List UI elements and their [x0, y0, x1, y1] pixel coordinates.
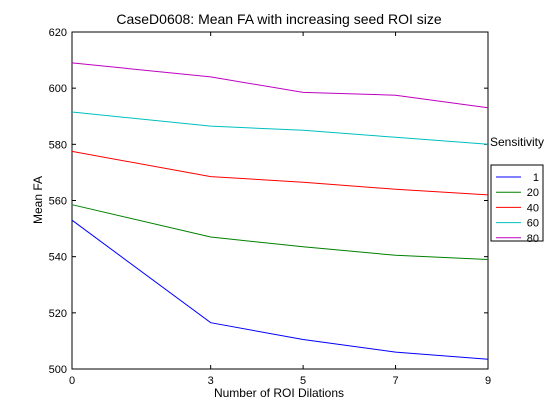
y-tick-label: 520 [49, 308, 67, 320]
series-line-40 [71, 150, 489, 196]
x-tick-label: 3 [208, 375, 214, 387]
y-tick-label: 620 [49, 27, 67, 39]
x-tick-label: 0 [69, 375, 75, 387]
legend-label-40: 40 [527, 202, 539, 214]
legend-label-20: 20 [527, 187, 539, 199]
y-tick-label: 540 [49, 252, 67, 264]
x-tick-label: 9 [485, 375, 491, 387]
legend-label-80: 80 [527, 233, 539, 245]
y-tick-label: 600 [49, 83, 67, 95]
series-lines [71, 62, 489, 360]
legend-label-60: 60 [527, 218, 539, 230]
chart-title: CaseD0608: Mean FA with increasing seed … [116, 11, 441, 27]
series-line-80 [71, 62, 489, 109]
x-tick-label: 5 [300, 375, 306, 387]
legend-title: Sensitivity [490, 135, 544, 149]
x-tick-label: 7 [392, 375, 398, 387]
x-axis-label: Number of ROI Dilations [214, 386, 344, 400]
legend-label-1: 1 [533, 172, 539, 184]
y-tick-label: 500 [49, 364, 67, 376]
y-tick-label: 560 [49, 196, 67, 208]
axis-ticks: 0 3 5 7 9 500 520 540 560 580 600 620 [49, 27, 491, 387]
plot-area [71, 31, 489, 370]
y-axis-label: Mean FA [31, 176, 45, 224]
series-line-1 [71, 219, 489, 360]
legend: 1 20 40 60 80 [490, 164, 544, 245]
series-line-60 [71, 111, 489, 145]
series-line-20 [71, 204, 489, 260]
legend-box [490, 164, 544, 242]
y-tick-label: 580 [49, 139, 67, 151]
